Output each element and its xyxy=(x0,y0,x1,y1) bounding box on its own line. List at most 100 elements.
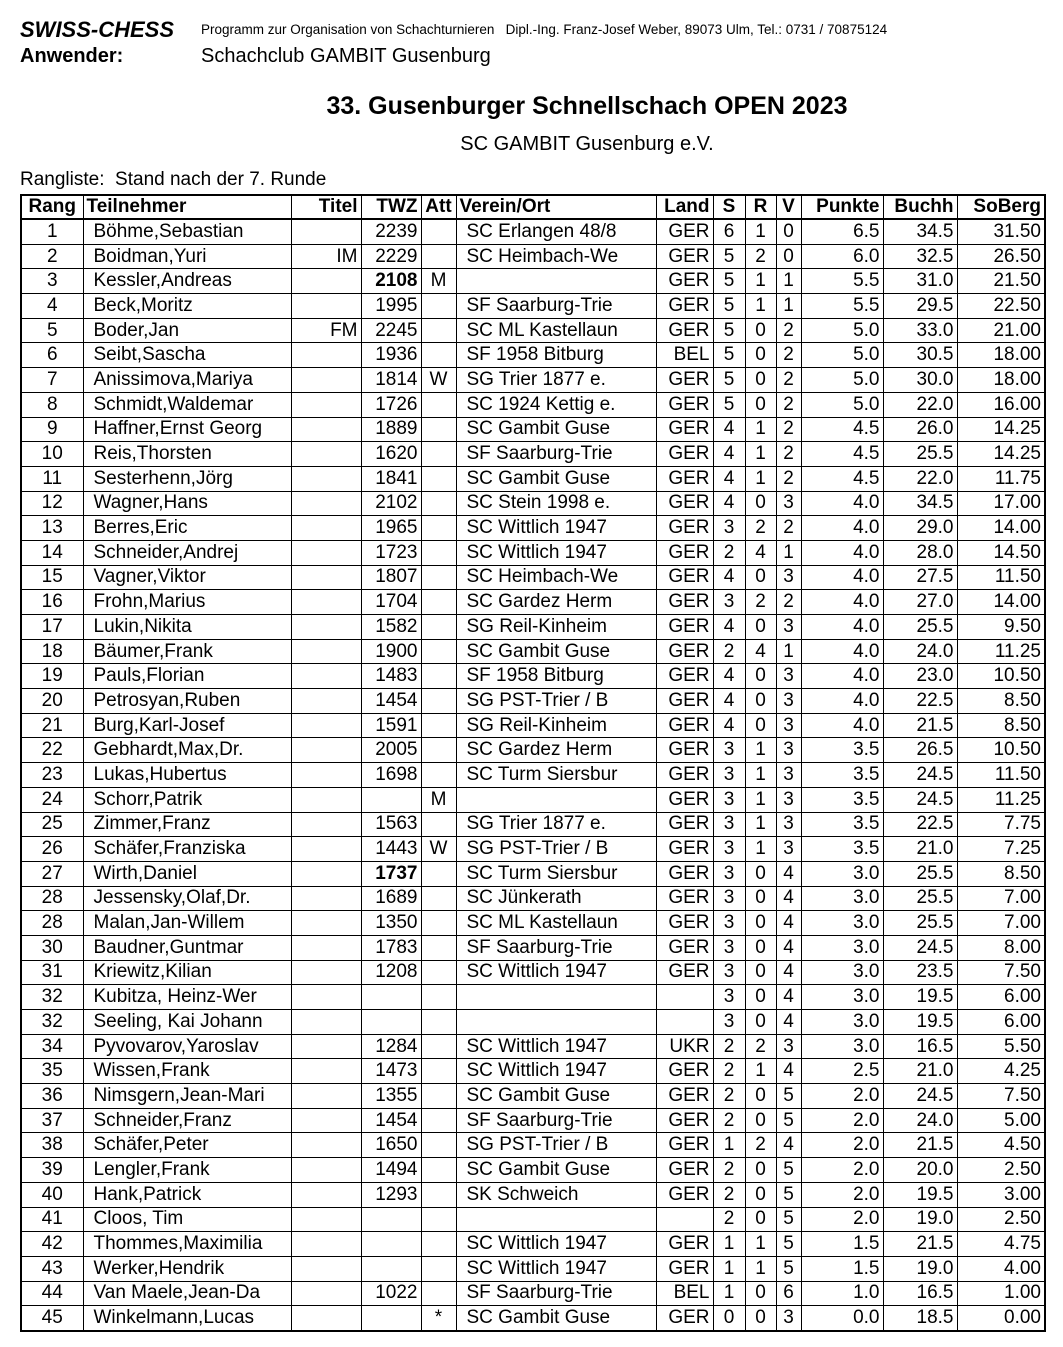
table-cell: 3.5 xyxy=(800,786,883,812)
column-header: Rang xyxy=(20,194,83,220)
table-cell: 9.50 xyxy=(956,614,1045,640)
table-cell: 32 xyxy=(20,1009,83,1035)
table-cell: 24 xyxy=(20,786,83,812)
table-row: 20 Petrosyan,Ruben 1454 SG PST-Trier / B GER… xyxy=(20,688,1045,714)
table-cell xyxy=(290,737,361,763)
table-cell: 1 xyxy=(744,786,776,812)
table-cell: 1.5 xyxy=(800,1231,883,1257)
table-cell: 42 xyxy=(20,1231,83,1257)
table-row: 1 Böhme,Sebastian 2239 SC Erlangen 48/8 GER 6… xyxy=(20,218,1045,245)
table-cell: 21.0 xyxy=(882,836,957,862)
table-cell: GER xyxy=(655,614,713,640)
table-cell: GER xyxy=(655,1157,713,1183)
table-cell: 2 xyxy=(712,1157,745,1183)
table-cell xyxy=(290,416,361,442)
table-cell: 2 xyxy=(712,1206,745,1232)
table-cell: 2 xyxy=(712,539,745,566)
table-cell: 14 xyxy=(20,539,83,566)
table-cell: 31.0 xyxy=(882,268,957,294)
table-cell: 12 xyxy=(20,490,83,516)
table-cell: 3 xyxy=(712,737,745,763)
table-cell: 1 xyxy=(744,293,776,319)
table-cell xyxy=(290,860,361,887)
table-cell: Schneider,Franz xyxy=(82,1107,291,1133)
table-cell: 3 xyxy=(712,910,745,936)
table-cell: Schäfer,Peter xyxy=(82,1132,291,1158)
table-cell: 22.50 xyxy=(956,293,1045,319)
table-row: 38 Schäfer,Peter 1650 SG PST-Trier / B GER 1 2… xyxy=(20,1132,1045,1158)
table-cell: 2005 xyxy=(360,737,421,763)
table-cell: Schneider,Andrej xyxy=(82,539,291,566)
table-cell: 6.00 xyxy=(956,984,1045,1010)
table-row: 42 Thommes,Maximilia SC Wittlich 1947 GER 1 1… xyxy=(20,1231,1045,1257)
table-cell xyxy=(420,959,456,985)
table-cell: 2 xyxy=(744,515,776,541)
table-cell xyxy=(290,1206,361,1232)
table-cell: 3.5 xyxy=(800,836,883,862)
table-cell: 4.0 xyxy=(800,589,883,615)
table-cell: 5.5 xyxy=(800,293,883,319)
table-cell: 14.50 xyxy=(956,539,1045,566)
table-cell: Petrosyan,Ruben xyxy=(82,688,291,714)
table-cell: SC Gambit Guse xyxy=(455,1083,656,1109)
table-cell: GER xyxy=(655,441,713,467)
table-cell xyxy=(360,1206,421,1232)
table-cell xyxy=(360,1009,421,1035)
table-cell: 1 xyxy=(744,465,776,492)
table-cell: 24.5 xyxy=(882,762,957,788)
table-cell: 1.0 xyxy=(800,1280,883,1306)
column-header: Teilnehmer xyxy=(82,194,291,220)
column-header: R xyxy=(744,194,776,220)
table-cell: 4 xyxy=(712,663,745,689)
table-cell xyxy=(420,218,456,245)
table-cell xyxy=(420,490,456,516)
table-cell: 7.50 xyxy=(956,959,1045,985)
table-cell: 2.0 xyxy=(800,1181,883,1207)
table-cell xyxy=(290,515,361,541)
table-cell: 1 xyxy=(712,1132,745,1158)
table-cell xyxy=(420,910,456,936)
table-cell: 0 xyxy=(744,712,776,738)
table-cell: 40 xyxy=(20,1181,83,1207)
table-cell: SC Gambit Guse xyxy=(455,416,656,442)
table-cell: GER xyxy=(655,811,713,837)
table-cell: 1723 xyxy=(360,539,421,566)
table-cell: 1022 xyxy=(360,1280,421,1306)
table-cell: SG PST-Trier / B xyxy=(455,688,656,714)
table-cell: SC Turm Siersbur xyxy=(455,762,656,788)
table-cell: 19.5 xyxy=(882,1181,957,1207)
table-cell: 24.0 xyxy=(882,1107,957,1133)
table-cell: 3.0 xyxy=(800,1033,883,1059)
table-cell: 5.5 xyxy=(800,268,883,294)
table-cell: 8.50 xyxy=(956,688,1045,714)
table-cell: 1355 xyxy=(360,1083,421,1109)
table-cell: 32 xyxy=(20,984,83,1010)
table-cell: 2 xyxy=(712,1083,745,1109)
table-cell xyxy=(420,391,456,417)
table-cell: 21.0 xyxy=(882,1058,957,1084)
table-cell: 33.0 xyxy=(882,317,957,343)
table-cell: 3.0 xyxy=(800,984,883,1010)
table-cell: 19 xyxy=(20,663,83,689)
table-cell: 10.50 xyxy=(956,663,1045,689)
table-cell: 11.25 xyxy=(956,638,1045,664)
table-cell: Bäumer,Frank xyxy=(82,638,291,664)
table-cell xyxy=(420,762,456,788)
table-cell: Wissen,Frank xyxy=(82,1058,291,1084)
table-cell xyxy=(420,1181,456,1207)
table-cell: 1473 xyxy=(360,1058,421,1084)
table-cell: GER xyxy=(655,1083,713,1109)
table-row: 28 Malan,Jan-Willem 1350 SC ML Kastellaun GE… xyxy=(20,910,1045,936)
table-cell: 23.0 xyxy=(882,663,957,689)
table-cell: 2 xyxy=(775,589,801,615)
table-cell: 0 xyxy=(744,317,776,343)
table-row: 35 Wissen,Frank 1473 SC Wittlich 1947 GER 2 1 4… xyxy=(20,1058,1045,1084)
table-cell xyxy=(420,688,456,714)
table-cell: 4 xyxy=(712,614,745,640)
table-cell: GER xyxy=(655,934,713,961)
table-cell: 0 xyxy=(744,490,776,516)
table-cell xyxy=(290,441,361,467)
table-cell: GER xyxy=(655,1231,713,1257)
table-cell: GER xyxy=(655,564,713,590)
table-row: 10 Reis,Thorsten 1620 SF Saarburg-Trie GER 4 1… xyxy=(20,441,1045,467)
